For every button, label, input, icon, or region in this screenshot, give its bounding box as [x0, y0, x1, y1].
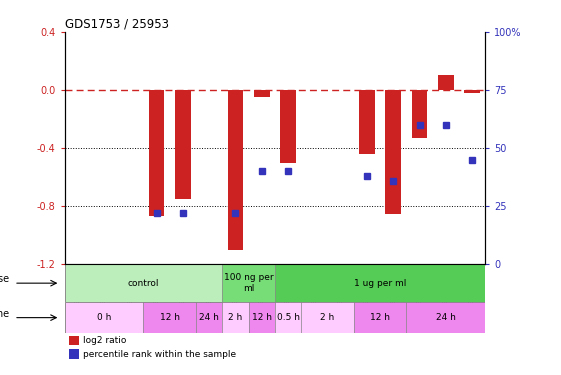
Bar: [438, 75, 454, 90]
Text: 100 ng per
ml: 100 ng per ml: [224, 273, 273, 293]
Bar: [68, 350, 79, 358]
Text: control: control: [128, 279, 159, 288]
Bar: [275, 264, 485, 302]
Text: 2 h: 2 h: [228, 313, 242, 322]
Text: 12 h: 12 h: [160, 313, 180, 322]
Bar: [412, 90, 427, 138]
Text: log2 ratio: log2 ratio: [84, 336, 127, 345]
Bar: [149, 90, 164, 216]
Bar: [65, 264, 222, 302]
Bar: [406, 302, 485, 333]
Bar: [144, 302, 196, 333]
Text: 24 h: 24 h: [199, 313, 219, 322]
Bar: [354, 302, 406, 333]
Text: dose: dose: [0, 274, 10, 284]
Text: 0 h: 0 h: [97, 313, 111, 322]
Bar: [280, 90, 296, 163]
Bar: [222, 264, 275, 302]
Bar: [175, 90, 191, 199]
Bar: [249, 302, 275, 333]
Bar: [222, 302, 249, 333]
Bar: [196, 302, 222, 333]
Bar: [275, 302, 301, 333]
Bar: [228, 90, 243, 250]
Bar: [68, 336, 79, 345]
Text: 2 h: 2 h: [320, 313, 334, 322]
Text: 24 h: 24 h: [436, 313, 456, 322]
Bar: [301, 302, 354, 333]
Text: GDS1753 / 25953: GDS1753 / 25953: [65, 18, 168, 31]
Bar: [464, 90, 480, 93]
Text: 12 h: 12 h: [370, 313, 390, 322]
Text: percentile rank within the sample: percentile rank within the sample: [84, 350, 237, 358]
Bar: [385, 90, 401, 214]
Text: 1 ug per ml: 1 ug per ml: [354, 279, 406, 288]
Bar: [65, 302, 144, 333]
Text: 12 h: 12 h: [252, 313, 272, 322]
Bar: [254, 90, 270, 97]
Text: 0.5 h: 0.5 h: [277, 313, 300, 322]
Text: time: time: [0, 309, 10, 320]
Bar: [359, 90, 375, 154]
